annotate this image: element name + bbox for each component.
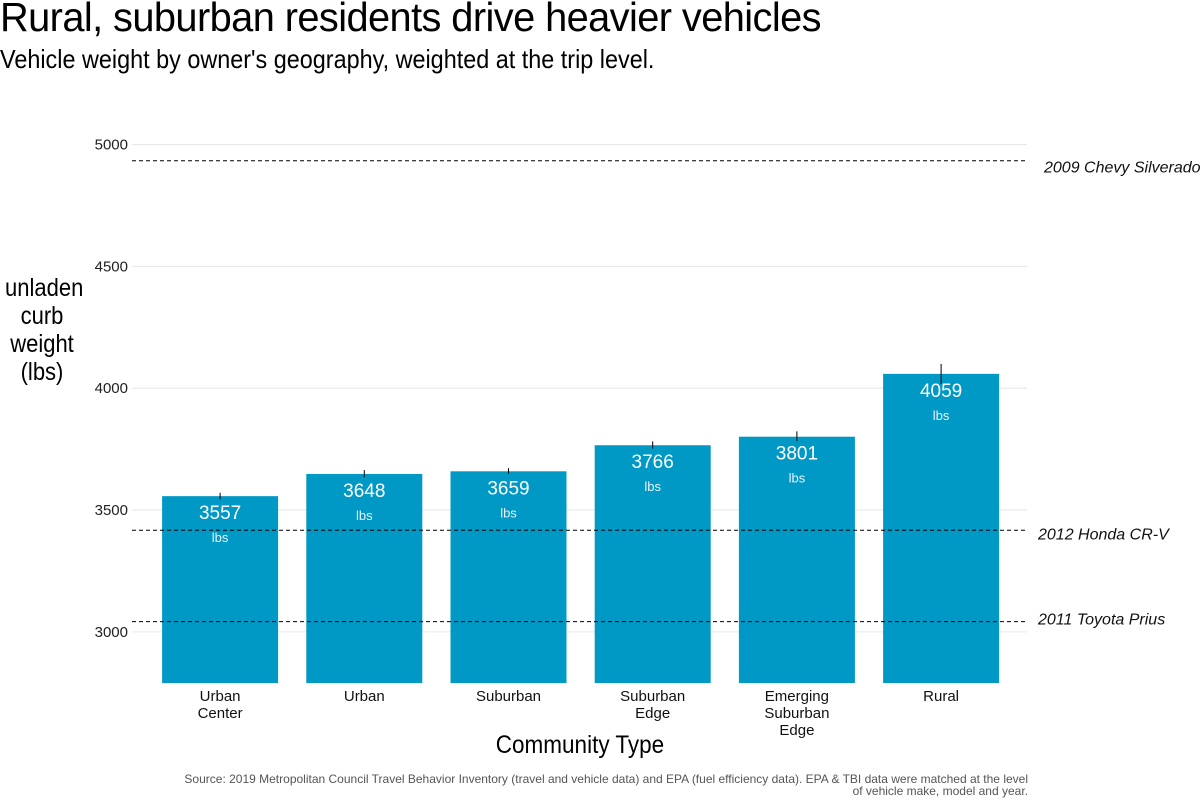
x-tick-label: Emerging: [765, 688, 829, 705]
x-tick-label: Urban: [344, 688, 385, 705]
reference-line-label: 2012 Honda CR-V: [1037, 526, 1170, 543]
bar-unit-label: lbs: [356, 508, 373, 523]
y-axis-label-line: curb: [20, 302, 64, 330]
bar-unit-label: lbs: [644, 479, 661, 494]
x-tick-label: Suburban: [476, 688, 541, 705]
bar-unit-label: lbs: [500, 505, 517, 520]
bar: [162, 496, 279, 683]
bar-unit-label: lbs: [789, 471, 806, 486]
chart-subtitle: Vehicle weight by owner's geography, wei…: [0, 44, 655, 74]
source-caption: Source: 2019 Metropolitan Council Travel…: [68, 773, 1028, 797]
y-tick-label: 4500: [95, 258, 128, 275]
y-tick-label: 4000: [95, 380, 128, 397]
x-tick-label: Center: [198, 705, 243, 722]
y-axis-label-line: (lbs): [20, 358, 64, 386]
bar: [450, 471, 567, 683]
x-tick-label: Edge: [635, 705, 670, 722]
bar: [738, 436, 855, 683]
bar: [594, 445, 711, 683]
y-axis-label: unladen curb weight (lbs): [5, 274, 84, 386]
chart-title: Rural, suburban residents drive heavier …: [0, 0, 822, 40]
bar-value-label: 3648: [343, 481, 385, 502]
bar: [883, 373, 1000, 683]
bar-unit-label: lbs: [212, 530, 229, 545]
y-tick-label: 3000: [95, 624, 128, 641]
x-tick-label: Edge: [779, 722, 814, 739]
bar-unit-label: lbs: [933, 408, 950, 423]
reference-line-label: 2009 Chevy Silverado: [1043, 160, 1200, 177]
bar-value-label: 3766: [632, 452, 674, 473]
y-axis-label-line: unladen: [5, 274, 84, 302]
x-tick-label: Urban: [200, 688, 241, 705]
x-tick-label: Rural: [923, 688, 959, 705]
bar: [306, 473, 423, 683]
x-tick-label: Suburban: [764, 705, 829, 722]
bar-value-label: 3557: [199, 503, 241, 524]
y-tick-label: 3500: [95, 502, 128, 519]
caption-line: of vehicle make, model and year.: [852, 784, 1028, 798]
reference-line-label: 2011 Toyota Prius: [1037, 612, 1165, 629]
caption-line: Source: 2019 Metropolitan Council Travel…: [184, 772, 1028, 786]
y-tick-label: 5000: [95, 137, 128, 154]
bar-value-label: 4059: [920, 381, 962, 402]
y-axis-label-line: weight: [10, 330, 74, 358]
bar-value-label: 3659: [487, 478, 529, 499]
bar-value-label: 3801: [776, 444, 818, 465]
x-axis-label: Community Type: [495, 731, 665, 759]
x-tick-label: Suburban: [620, 688, 685, 705]
